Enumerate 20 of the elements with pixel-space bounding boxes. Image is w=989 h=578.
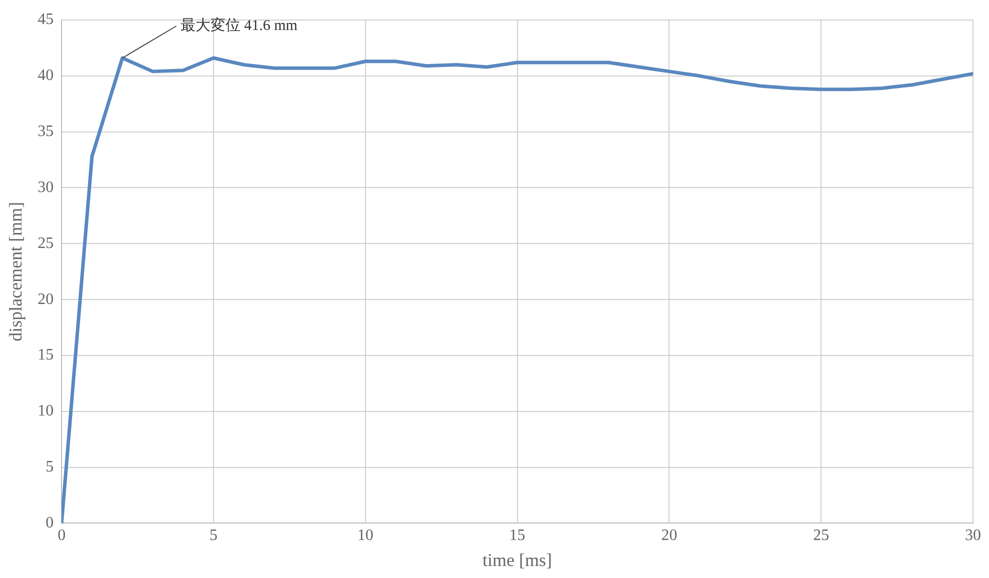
y-tick-label: 30 (38, 178, 54, 196)
y-tick-label: 5 (46, 458, 54, 476)
y-tick-label: 0 (46, 514, 54, 532)
x-tick-label: 25 (813, 527, 830, 544)
y-tick-label: 20 (38, 290, 54, 308)
y-axis-title: displacement [mm] (6, 202, 26, 342)
x-tick-label: 20 (661, 527, 678, 544)
x-axis-title: time [ms] (482, 550, 552, 570)
x-tick-label: 0 (58, 527, 66, 544)
y-tick-label: 10 (38, 402, 54, 420)
y-tick-label: 35 (38, 123, 54, 140)
y-tick-label: 45 (38, 11, 54, 28)
y-tick-label: 40 (38, 67, 54, 84)
x-tick-label: 30 (965, 527, 981, 544)
annotation: 最大変位 41.6 mm (180, 16, 298, 34)
x-tick-label: 10 (357, 527, 374, 544)
y-tick-label: 25 (38, 234, 54, 252)
y-tick-label: 15 (38, 346, 54, 364)
x-tick-label: 15 (509, 527, 526, 544)
x-tick-label: 5 (210, 527, 218, 544)
